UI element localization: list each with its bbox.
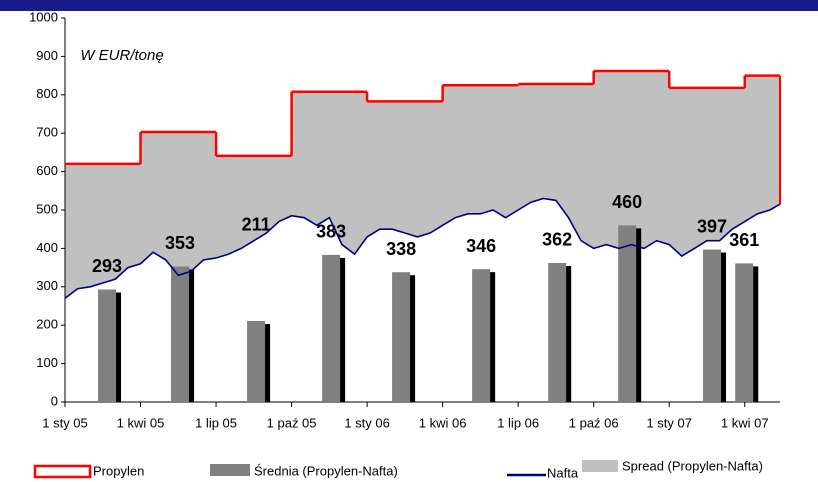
bar: [548, 262, 567, 402]
y-tick-label: 700: [36, 125, 58, 140]
legend-label: Spread (Propylen-Nafta): [622, 458, 763, 473]
x-tick-label: 1 lip 06: [497, 415, 539, 430]
legend-label: Średnia (Propylen-Nafta): [254, 463, 398, 478]
y-tick-label: 400: [36, 240, 58, 255]
bar-label: 383: [316, 222, 346, 242]
x-tick-label: 1 sty 07: [646, 415, 692, 430]
y-tick-label: 200: [36, 317, 58, 332]
x-tick-label: 1 paź 05: [267, 415, 317, 430]
x-tick-label: 1 kwi 06: [419, 415, 467, 430]
bar: [98, 289, 117, 402]
legend-label: Nafta: [547, 465, 579, 480]
bar: [392, 272, 411, 402]
bar-label: 361: [729, 230, 759, 250]
bar: [735, 263, 754, 402]
y-tick-label: 500: [36, 201, 58, 216]
annotation: W EUR/tonę: [80, 47, 163, 64]
bar-label: 362: [542, 230, 572, 250]
legend-swatch: [210, 464, 250, 476]
bar-label: 338: [386, 239, 416, 259]
x-tick-label: 1 kwi 07: [721, 415, 769, 430]
x-tick-label: 1 sty 06: [344, 415, 390, 430]
x-tick-label: 1 paź 06: [569, 415, 619, 430]
bar: [618, 225, 637, 402]
y-tick-label: 1000: [29, 9, 58, 24]
y-tick-label: 100: [36, 355, 58, 370]
bar: [171, 266, 190, 402]
legend-swatch: [33, 464, 92, 479]
x-tick-label: 1 kwi 05: [117, 415, 165, 430]
bar-label: 211: [242, 215, 271, 235]
bar-label: 397: [697, 216, 727, 236]
spread-area: [65, 70, 780, 299]
y-tick-label: 800: [36, 86, 58, 101]
bar: [472, 269, 491, 402]
y-tick-label: 0: [51, 393, 58, 408]
bar-label: 346: [466, 236, 496, 256]
y-tick-label: 300: [36, 278, 58, 293]
legend-swatch: [582, 460, 618, 472]
bar-label: 460: [612, 192, 642, 212]
legend-label: Propylen: [93, 463, 144, 478]
bar: [247, 320, 266, 402]
y-tick-label: 900: [36, 48, 58, 63]
x-tick-label: 1 lip 05: [195, 415, 237, 430]
x-tick-label: 1 sty 05: [42, 415, 88, 430]
header-band: [0, 0, 818, 11]
bar-label: 293: [92, 256, 122, 276]
y-tick-label: 600: [36, 163, 58, 178]
bar: [322, 254, 341, 402]
nafta-line: [64, 197, 781, 299]
bar-label: 353: [165, 233, 195, 253]
bar: [703, 249, 722, 402]
